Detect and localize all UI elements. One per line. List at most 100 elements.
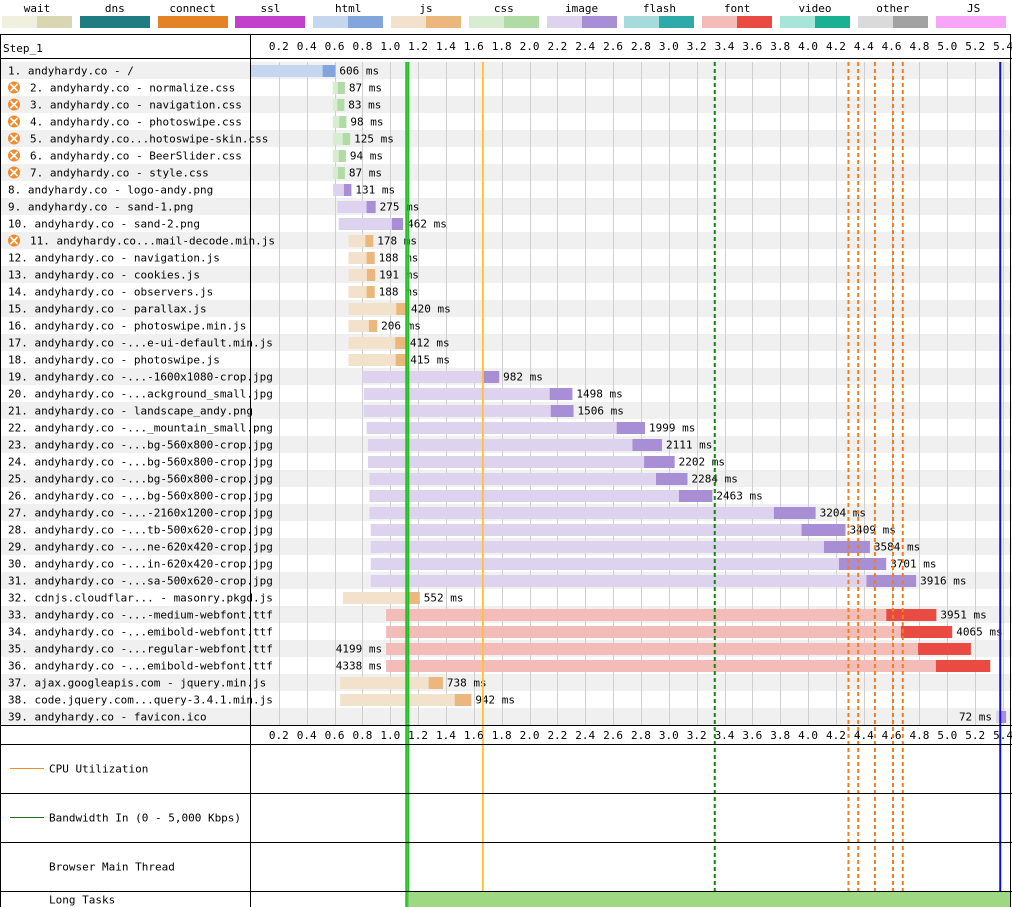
- request-duration: 942 ms: [475, 694, 515, 707]
- request-label: 32. cdnjs.cloudflar... - masonry.pkgd.js: [8, 592, 273, 605]
- request-bar-download: [632, 439, 662, 451]
- legend-label-html: html: [334, 2, 362, 15]
- blocked-icon-cross: [9, 117, 19, 126]
- request-label: 7. andyhardy.co - style.css: [30, 167, 209, 180]
- request-bar: [370, 575, 917, 587]
- x-tick-label-bottom: 1.0: [380, 729, 400, 742]
- request-label: 11. andyhardy.co...mail-decode.min.js: [30, 235, 275, 248]
- x-tick-label-bottom: 0.8: [352, 729, 372, 742]
- request-bar-download: [366, 252, 375, 264]
- legend-label-connect: connect: [169, 2, 216, 15]
- x-tick-label-bottom: 1.2: [408, 729, 428, 742]
- request-bar-download: [391, 218, 404, 230]
- legend-label-css: css: [493, 2, 514, 15]
- request-bar-download: [918, 643, 971, 655]
- x-tick-label: 3.6: [742, 40, 762, 53]
- request-duration: 188 ms: [379, 252, 419, 265]
- request-bar-download: [482, 371, 500, 383]
- x-tick-label: 2.0: [520, 40, 540, 53]
- x-tick-label: 4.4: [854, 40, 874, 53]
- x-tick-label-bottom: 0.2: [269, 729, 289, 742]
- x-tick-label: 3.2: [687, 40, 707, 53]
- request-bar-download: [656, 473, 688, 485]
- request-bar-download: [616, 422, 645, 434]
- request-duration: 1498 ms: [576, 388, 622, 401]
- request-duration: 275 ms: [380, 201, 420, 214]
- request-label: 2. andyhardy.co - normalize.css: [30, 82, 235, 95]
- blocked-icon-cross: [9, 151, 19, 160]
- request-label: 10. andyhardy.co - sand-2.png: [8, 218, 200, 231]
- request-label: 23. andyhardy.co -...bg-560x800-crop.jpg: [8, 439, 273, 452]
- request-label: 35. andyhardy.co -...regular-webfont.ttf: [8, 643, 273, 656]
- request-bar-download: [549, 388, 573, 400]
- request-bar-download: [550, 405, 574, 417]
- request-label: 27. andyhardy.co -...-2160x1200-crop.jpg: [8, 507, 273, 520]
- request-bar-download: [678, 490, 713, 502]
- request-duration: 4199 ms: [336, 643, 382, 656]
- request-duration: 3916 ms: [920, 575, 966, 588]
- request-bar: [348, 354, 407, 366]
- legend-label-image: image: [565, 2, 599, 15]
- legend-swatch: [79, 16, 150, 28]
- x-tick-label: 3.4: [715, 40, 735, 53]
- request-duration: 72 ms: [959, 711, 992, 724]
- x-tick-label-bottom: 3.4: [715, 729, 735, 742]
- request-duration: 415 ms: [410, 354, 450, 367]
- request-label: 5. andyhardy.co...hotoswipe-skin.css: [30, 133, 268, 146]
- x-tick-label: 5.4: [993, 40, 1012, 53]
- request-bar-download: [366, 269, 376, 281]
- x-tick-label-bottom: 0.6: [325, 729, 345, 742]
- row-background: [0, 62, 1012, 79]
- request-bar-download: [886, 609, 937, 621]
- request-bar: [369, 473, 688, 485]
- request-bar-download: [428, 677, 443, 689]
- blocked-icon-cross: [9, 100, 19, 109]
- row-background: [0, 334, 1012, 351]
- request-label: 4. andyhardy.co - photoswipe.css: [30, 116, 242, 129]
- row-background: [0, 708, 1012, 725]
- row-background: [0, 96, 1012, 113]
- legend-swatch: [157, 16, 228, 28]
- x-tick-label: 0.6: [325, 40, 345, 53]
- x-tick-label-bottom: 5.2: [965, 729, 985, 742]
- row-background: [0, 300, 1012, 317]
- request-label: 30. andyhardy.co -...in-620x420-crop.jpg: [8, 558, 273, 571]
- request-label: 33. andyhardy.co -...-medium-webfont.ttf: [8, 609, 273, 622]
- x-tick-label-bottom: 1.4: [436, 729, 456, 742]
- request-label: 13. andyhardy.co - cookies.js: [8, 269, 200, 282]
- panel-label: Bandwidth In (0 - 5,000 Kbps): [49, 812, 241, 825]
- panel-label: Browser Main Thread: [49, 861, 175, 874]
- legend-swatch: [468, 16, 539, 28]
- blocked-icon-cross: [9, 83, 19, 92]
- request-label: 8. andyhardy.co - logo-andy.png: [8, 184, 213, 197]
- request-duration: 206 ms: [381, 320, 421, 333]
- request-duration: 191 ms: [379, 269, 419, 282]
- request-label: 3. andyhardy.co - navigation.css: [30, 99, 242, 112]
- request-label: 24. andyhardy.co -...bg-560x800-crop.jpg: [8, 456, 273, 469]
- request-bar: [338, 218, 404, 230]
- legend-label-wait: wait: [23, 2, 51, 15]
- x-tick-label: 0.2: [269, 40, 289, 53]
- x-tick-label-bottom: 2.4: [575, 729, 595, 742]
- request-bar: [348, 303, 407, 315]
- waterfall-chart: Step_1 0.2 0.4 0.6 0.8 1.0 1.2 1.4 1.6 1.8 2.0 2.2 2…: [0, 34, 1012, 907]
- request-duration: 4065 ms: [956, 626, 1002, 639]
- x-tick-label: 4.2: [826, 40, 846, 53]
- request-duration: 83 ms: [348, 99, 381, 112]
- request-bar-download: [395, 337, 406, 349]
- request-bar-download: [823, 541, 870, 553]
- request-bar: [386, 609, 937, 621]
- request-label: 26. andyhardy.co -...bg-560x800-crop.jpg: [8, 490, 273, 503]
- blocked-icon-cross: [9, 134, 19, 143]
- request-bar-download: [395, 354, 407, 366]
- x-tick-label: 0.4: [297, 40, 317, 53]
- x-tick-label-bottom: 2.2: [547, 729, 567, 742]
- request-bar: [367, 456, 675, 468]
- request-duration: 125 ms: [354, 133, 394, 146]
- request-bar-download: [366, 286, 375, 298]
- request-duration: 98 ms: [350, 116, 383, 129]
- request-label: 36. andyhardy.co -...emibold-webfont.ttf: [8, 660, 273, 673]
- request-label: 16. andyhardy.co - photoswipe.min.js: [8, 320, 246, 333]
- request-label: 22. andyhardy.co -..._mountain_small.png: [8, 422, 273, 435]
- request-label: 37. ajax.googleapis.com - jquery.min.js: [8, 677, 266, 690]
